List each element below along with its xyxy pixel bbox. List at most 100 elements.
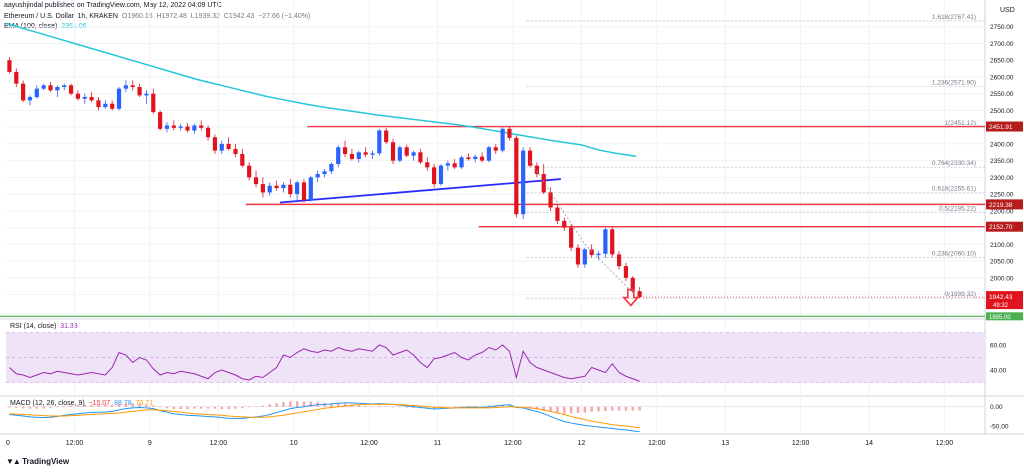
candle-body [34,88,39,98]
macd-histogram-bar [583,406,587,413]
macd-histogram-bar [49,406,52,408]
candle-body [534,165,539,175]
tradingview-logo[interactable]: ▼▲ TradingView [6,457,69,466]
macd-histogram-bar [611,406,614,411]
macd-histogram-bar [446,406,450,408]
time-tick-label: 12:00 [210,440,228,447]
candle-body [425,162,430,168]
macd-histogram-bar [213,406,217,409]
fib-level-label: 0.5(2195.22) [939,205,976,212]
candle-body [329,164,334,172]
candle-body [164,125,170,129]
candle-body [185,126,190,131]
macd-histogram-bar [474,405,477,407]
macd-histogram-bar [76,405,80,407]
macd-histogram-bar [302,401,306,407]
candle-body [582,249,587,265]
candle-body [342,147,348,154]
macd-title: MACD (12, 26, close, 9) [10,400,85,407]
macd-histogram-bar [398,406,402,408]
candle-body [274,185,279,189]
candle-body [137,87,142,96]
macd-histogram-bar [391,406,395,408]
rsi-legend[interactable]: RSI (14, close) 31.33 [10,323,78,330]
candle-body [569,227,574,248]
ohlc-close: C1942.43 [223,13,255,20]
candle-body [48,85,53,91]
candle-body [27,97,33,101]
macd-histogram-bar [158,406,162,408]
candle-body [212,137,218,151]
candle-body [473,156,478,159]
macd-histogram-bar [90,404,93,407]
candle-body [404,147,409,156]
candle-body [521,150,526,215]
candle-body [240,153,245,166]
candle-body [575,247,581,265]
fib-level-label: 0.236(2060.10) [932,251,976,258]
last-price-label: 1942.43 [989,294,1013,301]
macd-legend[interactable]: MACD (12, 26, close, 9) −15.07 88.78 70.… [10,400,153,407]
macd-histogram-bar [186,406,189,410]
resistance-price-label: 2451.91 [989,124,1013,131]
macd-histogram-bar [131,403,134,407]
macd-histogram-bar [309,401,313,407]
macd-histogram-bar [343,403,347,407]
candle-body [219,143,224,151]
candle-body [603,229,608,254]
macd-histogram-bar [487,405,491,407]
macd-histogram-bar [563,406,566,414]
candle-body [616,254,622,267]
macd-tick-label: 0.00 [990,404,1003,411]
macd-histogram-bar [234,406,237,409]
time-tick-label: 12:00 [504,440,522,447]
macd-histogram-bar [576,406,580,413]
candle-body [41,85,46,89]
rsi-line [9,344,640,382]
macd-histogram-bar [460,406,463,407]
candle-body [555,207,560,221]
macd-histogram-bar [261,405,265,407]
macd-histogram-bar [426,406,429,409]
candle-body [507,128,512,138]
macd-histogram-bar [56,406,59,408]
candle-body [130,85,135,87]
macd-histogram-bar [227,406,230,410]
macd-histogram-bar [357,405,360,407]
down-arrow-icon [622,288,640,307]
candle-body [14,71,19,84]
price-tick-label: 2600.00 [990,74,1014,81]
candle-body [123,85,128,89]
macd-histogram-bar [508,404,511,407]
candle-body [452,163,457,168]
macd-histogram-bar [295,401,299,407]
macd-histogram-bar [337,403,340,407]
time-tick-label: 11 [434,440,441,447]
time-tick-label: 14 [865,440,873,447]
candle-body [260,184,265,193]
candle-body [55,87,60,91]
candle-body [514,137,519,215]
ohlc-high: H1972.48 [156,13,187,20]
macd-signal-line [9,403,640,429]
tradingview-brand-text: TradingView [22,457,70,466]
candle-body [21,83,26,101]
time-tick-label: 10 [290,440,298,447]
candle-body [459,157,464,168]
candle-body [397,147,402,161]
candle-body [562,220,567,228]
macd-histogram-bar [617,406,621,411]
candle-body [336,147,341,164]
candle-body [479,156,485,161]
fib-level-label: 1.236(2571.90) [932,79,976,86]
candle-body [226,143,231,149]
candle-body [589,249,594,256]
price-tick-label: 2400.00 [990,141,1014,148]
macd-histogram-bar [371,406,374,407]
candle-body [637,291,642,298]
price-tick-label: 2100.00 [990,242,1014,249]
candle-body [349,153,355,159]
price-tick-label: 2200.00 [990,208,1014,215]
macd-histogram-bar [254,406,258,407]
